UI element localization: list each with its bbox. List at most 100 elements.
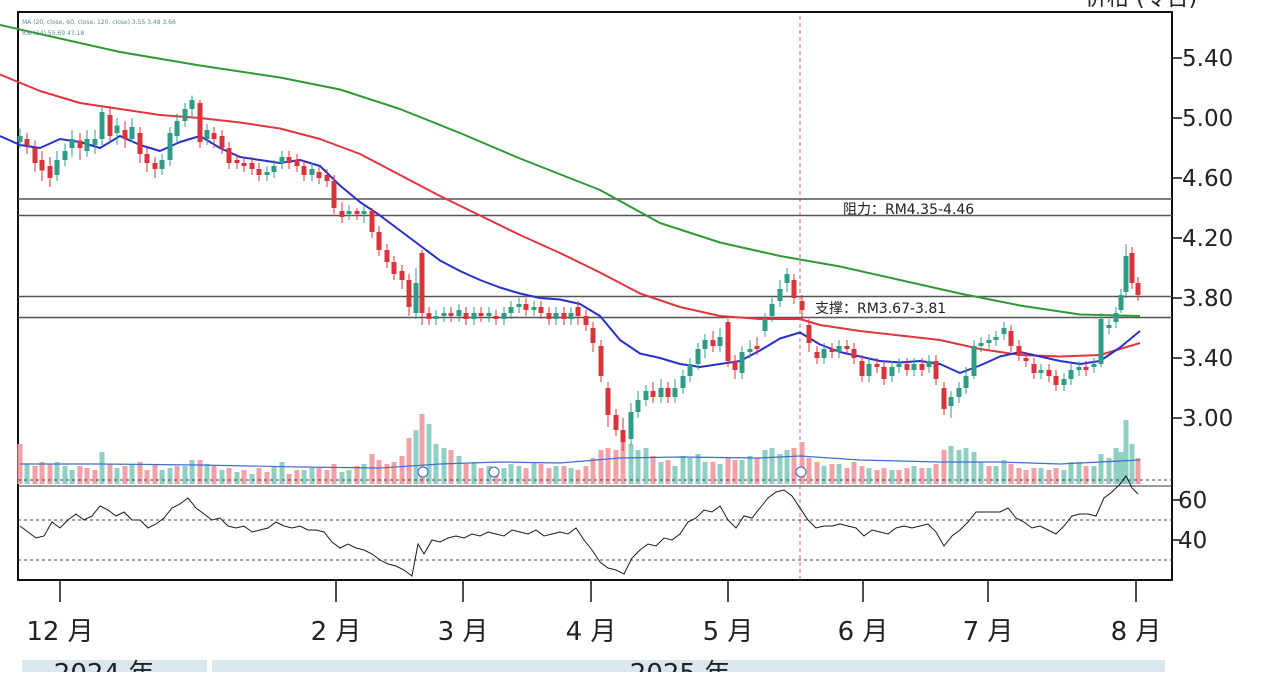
candle-down: [799, 295, 805, 319]
candle-body: [456, 310, 462, 316]
candle-down: [249, 157, 255, 175]
volume-bar-down: [799, 442, 805, 484]
candle-up: [739, 346, 745, 379]
volume-bar-up: [836, 464, 842, 484]
candle-body: [1061, 379, 1067, 385]
candle-up: [271, 160, 277, 178]
volume-bar-up: [159, 470, 165, 484]
candle-up: [516, 298, 522, 313]
candle-up: [986, 334, 992, 349]
candle-body: [331, 181, 337, 208]
candle-down: [1046, 364, 1052, 382]
candle-body: [486, 313, 492, 316]
candle-up: [889, 361, 895, 382]
candle-body: [799, 301, 805, 310]
candle-body: [294, 160, 300, 166]
volume-bar-up: [1091, 466, 1097, 484]
volume-bar-down: [613, 450, 619, 484]
ma120-line: [0, 24, 1141, 317]
candle-up: [54, 151, 60, 181]
candle-down: [933, 355, 939, 385]
candle-down: [620, 418, 626, 451]
candle-body: [911, 364, 917, 370]
candle-down: [829, 343, 835, 358]
month-label: 8 月: [1111, 617, 1162, 647]
volume-bar-up: [971, 452, 977, 484]
candle-down: [1016, 340, 1022, 361]
candle-up: [182, 103, 188, 127]
volume-bar-down: [881, 468, 887, 484]
candle-body: [433, 316, 439, 319]
candle-body: [32, 148, 38, 163]
candle-up: [84, 130, 90, 157]
candle-body: [441, 313, 447, 316]
volume-bar-down: [211, 466, 217, 484]
candle-down: [583, 310, 589, 331]
candle-body: [971, 346, 977, 376]
candle-up: [264, 166, 270, 181]
month-label: 6 月: [838, 617, 889, 647]
candle-down: [732, 355, 738, 379]
candle-down: [354, 208, 360, 220]
candle-up: [911, 358, 917, 376]
volume-bar-up: [99, 452, 105, 484]
candle-body: [174, 121, 180, 136]
candle-body: [919, 364, 925, 370]
volume-bar-up: [963, 448, 969, 484]
volume-bar-up: [1038, 468, 1044, 484]
volume-bar-up: [189, 460, 195, 484]
candle-up: [836, 340, 842, 358]
volume-bar-down: [620, 442, 626, 484]
volume-bar-up: [628, 444, 634, 484]
candle-body: [710, 340, 716, 346]
candle-body: [241, 163, 247, 166]
volume-bar-up: [271, 466, 277, 484]
candle-up: [784, 268, 790, 292]
candle-down: [331, 175, 337, 214]
volume-bar-down: [1016, 468, 1022, 484]
volume-bar-up: [1106, 458, 1112, 484]
candle-body: [583, 316, 589, 325]
volume-bar-up: [361, 464, 367, 484]
candle-body: [948, 397, 954, 406]
volume-bar-down: [47, 464, 53, 484]
volume-bar-up: [279, 462, 285, 484]
volume-bar-up: [531, 462, 537, 484]
candle-body: [463, 313, 469, 319]
price-tick-label: 3.00: [1182, 406, 1233, 432]
volume-bar-down: [391, 462, 397, 484]
volume-bar-up: [926, 468, 932, 484]
volume-bar-down: [791, 448, 797, 484]
candle-body: [546, 313, 552, 319]
price-tick-label: 5.00: [1182, 106, 1233, 132]
volume-bar-up: [993, 466, 999, 484]
candle-down: [725, 319, 731, 367]
candle-up: [1091, 358, 1097, 373]
volume-bar-up: [441, 448, 447, 484]
volume-bar-down: [286, 474, 292, 484]
candle-body: [926, 361, 932, 367]
volume-bar-up: [911, 466, 917, 484]
candle-body: [478, 313, 484, 316]
candle-body: [732, 361, 738, 370]
candle-body: [501, 313, 507, 319]
candle-body: [129, 127, 135, 139]
volume-bar-down: [77, 466, 83, 484]
candle-body: [17, 136, 23, 142]
candle-body: [695, 349, 701, 364]
candle-body: [956, 388, 962, 397]
candle-body: [391, 262, 397, 274]
volume-bar-up: [1068, 462, 1074, 484]
volume-bar-up: [948, 446, 954, 484]
volume-bar-down: [933, 464, 939, 484]
candle-up: [635, 391, 641, 418]
price-tick-label: 4.60: [1182, 166, 1233, 192]
volume-bar-up: [69, 470, 75, 484]
candle-body: [384, 250, 390, 262]
month-label: 12 月: [26, 617, 93, 647]
volume-bar-up: [1098, 454, 1104, 484]
volume-bar-down: [1023, 470, 1029, 484]
candle-down: [1031, 358, 1037, 379]
volume-bar-up: [568, 468, 574, 484]
volume-bar-down: [376, 460, 382, 484]
